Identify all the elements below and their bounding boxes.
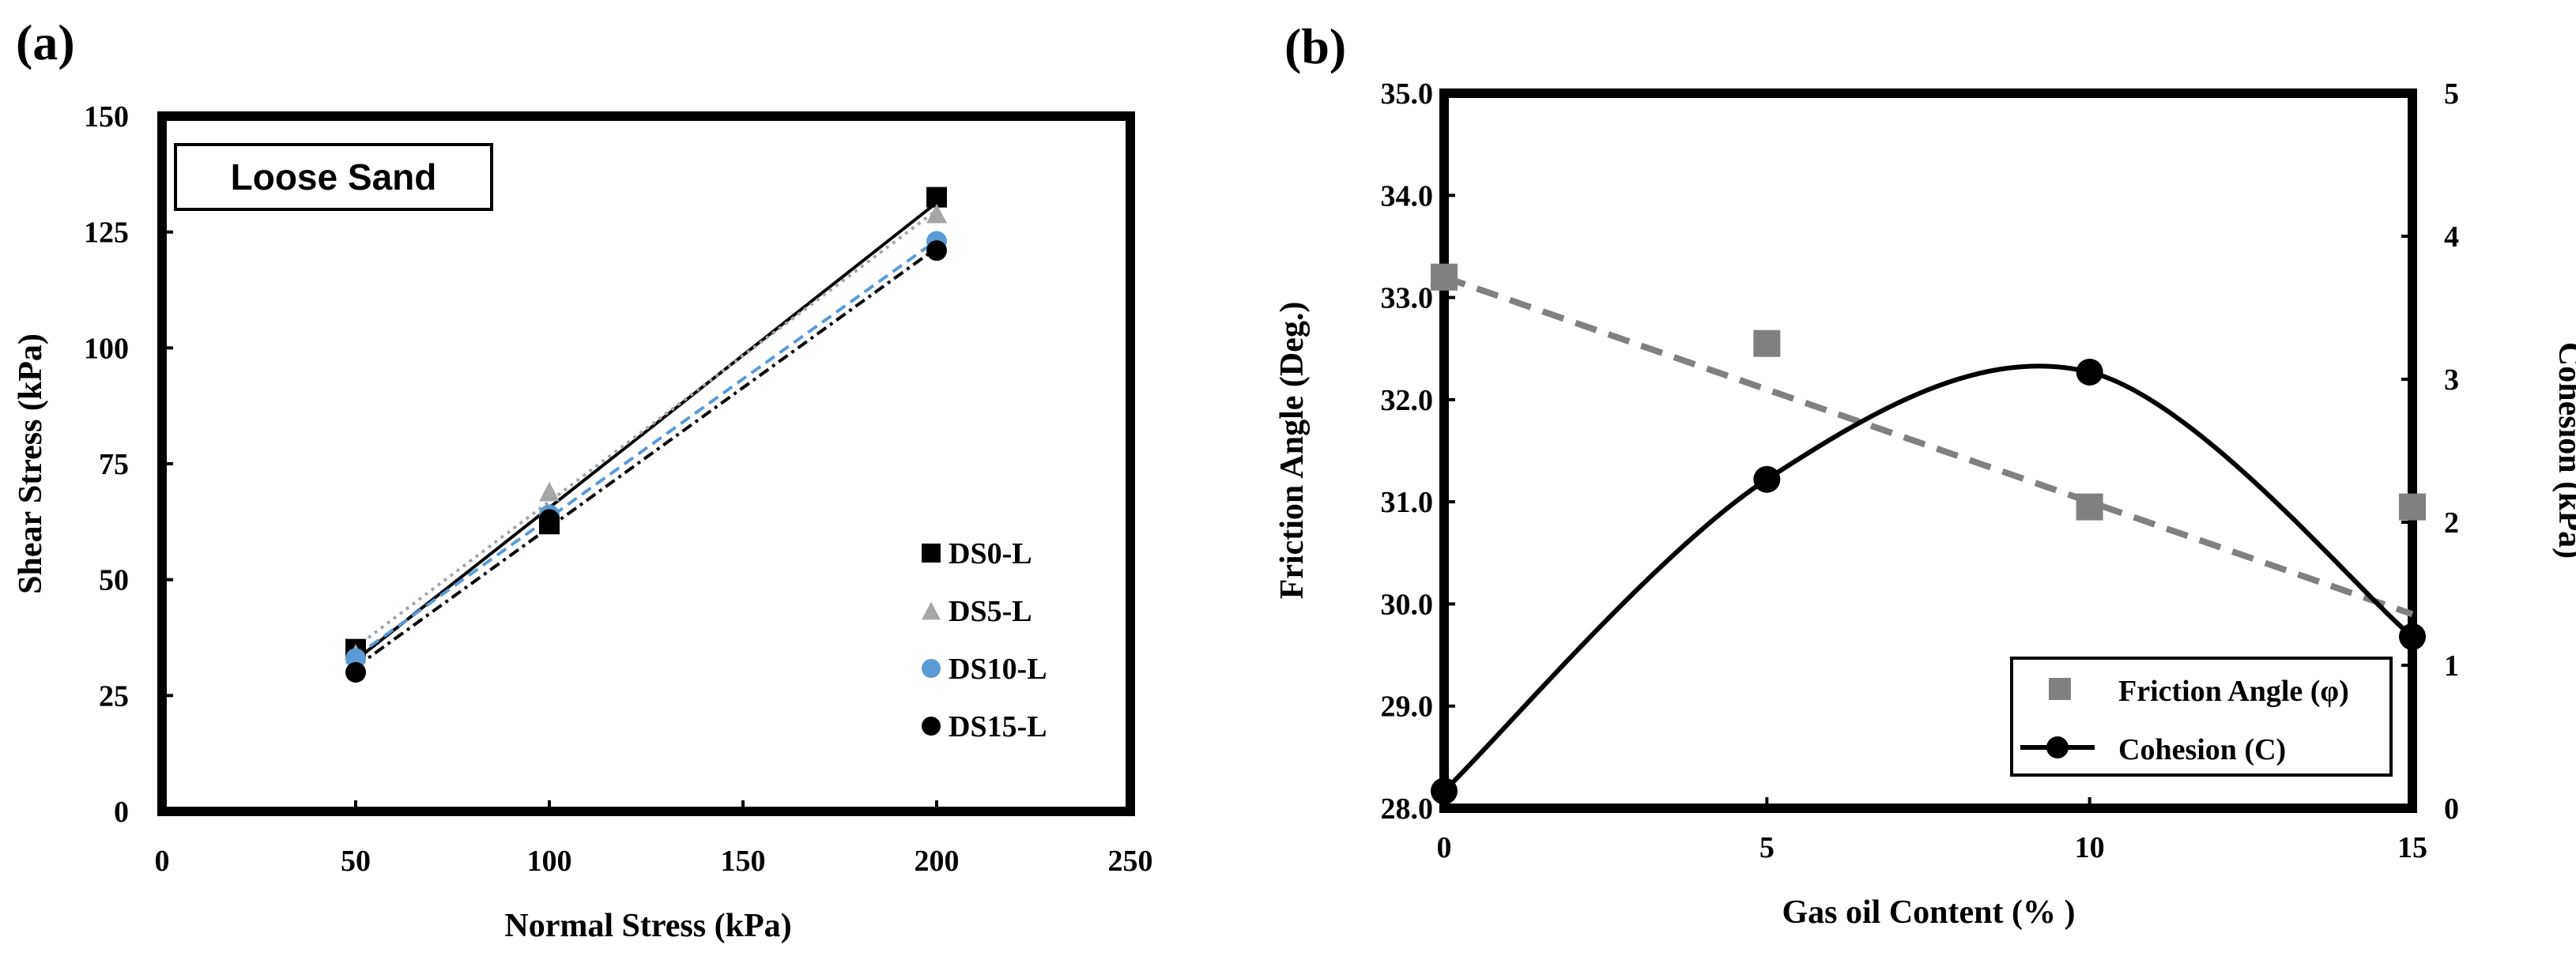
panel-b-plot-border [1439, 88, 2417, 813]
x-tick-label: 10 [2075, 831, 2105, 864]
friction-angle-point [1753, 329, 1781, 357]
y-left-tick-label: 29.0 [1381, 691, 1434, 724]
panel-b-friction-cohesion-chart: (b) 0 5 10 1528.029.030.031.032.033.034.035… [1274, 18, 2576, 931]
x-tick-label: 250 [1108, 845, 1153, 878]
trend-line-ds0-l [354, 201, 938, 662]
data-point-ds15-l [539, 509, 560, 530]
data-point-ds5-l [539, 481, 560, 502]
legend-label-ds10-l: DS10-L [949, 653, 1047, 686]
y-tick-label: 0 [114, 796, 129, 829]
x-tick-label: 0 [155, 845, 170, 878]
y-right-tick-label: 0 [2444, 792, 2459, 826]
y-tick-label: 125 [84, 216, 129, 250]
y-right-tick-label: 1 [2444, 649, 2459, 683]
panel-a-x-axis-title: Normal Stress (kPa) [504, 908, 791, 944]
panel-b-label: (b) [1284, 18, 1346, 74]
y-left-tick-label: 30.0 [1381, 588, 1434, 621]
x-tick-label: 100 [527, 845, 572, 878]
y-left-tick-label: 33.0 [1381, 282, 1434, 315]
cohesion-point [1753, 465, 1781, 493]
panel-a-label: (a) [16, 14, 75, 70]
y-right-tick-label: 5 [2444, 77, 2459, 111]
y-right-tick-label: 2 [2444, 506, 2459, 540]
panel-a-plot-border [157, 111, 1135, 816]
y-tick-label: 25 [99, 679, 129, 713]
panel-b-x-axis-title: Gas oil Content (% ) [1782, 894, 2076, 931]
legend-label-cohesion: Cohesion (C) [2118, 733, 2286, 766]
friction-angle-trend-line [1443, 273, 2414, 618]
friction-angle-point [2076, 493, 2103, 521]
trend-line-ds15-l [354, 247, 938, 668]
legend-marker-ds15-l [922, 717, 941, 736]
y-left-tick-label: 32.0 [1381, 384, 1434, 417]
y-right-tick-label: 4 [2444, 220, 2459, 254]
y-tick-label: 75 [99, 448, 129, 481]
trend-line-ds10-l [354, 239, 938, 658]
legend-label-ds5-l: DS5-L [949, 595, 1032, 628]
legend-label-friction-angle: Friction Angle (φ) [2118, 675, 2349, 708]
legend-marker-friction-angle [2049, 678, 2071, 700]
panel-b-legend-box [2010, 657, 2393, 777]
x-tick-label: 0 [1437, 831, 1452, 864]
legend-marker-ds5-l [922, 601, 941, 620]
panel-a-y-axis-title: Shear Stress (kPa) [13, 333, 49, 594]
friction-angle-point [1431, 263, 1458, 291]
panel-a-shear-stress-chart: (a) Loose Sand 0 50 100 150 200 250 0 25 50 75 100… [13, 14, 1153, 944]
legend-label-ds15-l: DS15-L [949, 710, 1047, 743]
legend-label-ds0-l: DS0-L [949, 537, 1032, 570]
x-tick-label: 5 [1759, 831, 1775, 864]
cohesion-point [2399, 623, 2426, 650]
y-left-tick-label: 35.0 [1381, 77, 1434, 111]
data-point-ds15-l [926, 240, 947, 262]
legend-marker-ds10-l [922, 659, 941, 678]
y-left-tick-label: 31.0 [1381, 486, 1434, 519]
panel-a-annotation-box [174, 143, 493, 211]
cohesion-point [1431, 777, 1458, 805]
y-tick-label: 150 [84, 100, 129, 134]
x-tick-label: 200 [915, 845, 960, 878]
legend-marker-cohesion [2046, 736, 2069, 758]
y-tick-label: 50 [99, 564, 129, 597]
x-tick-label: 15 [2397, 831, 2427, 864]
panel-b-y-axis-title-right: Cohesion (kPa) [2551, 342, 2576, 559]
y-left-tick-label: 28.0 [1381, 792, 1434, 826]
friction-angle-point [2399, 493, 2426, 521]
x-tick-label: 150 [721, 845, 766, 878]
cohesion-point [2076, 358, 2103, 386]
y-left-tick-label: 34.0 [1381, 179, 1434, 213]
data-point-ds5-l [926, 203, 947, 224]
trend-line-ds5-l [354, 209, 938, 649]
panel-b-y-axis-title-left: Friction Angle (Deg.) [1274, 302, 1311, 600]
y-tick-label: 100 [84, 332, 129, 365]
y-right-tick-label: 3 [2444, 363, 2459, 397]
x-tick-label: 50 [341, 845, 371, 878]
cohesion-curve [1442, 363, 2414, 793]
panel-a-annotation: Loose Sand [231, 156, 437, 198]
legend-marker-ds0-l [922, 544, 941, 563]
data-point-ds15-l [345, 662, 366, 683]
